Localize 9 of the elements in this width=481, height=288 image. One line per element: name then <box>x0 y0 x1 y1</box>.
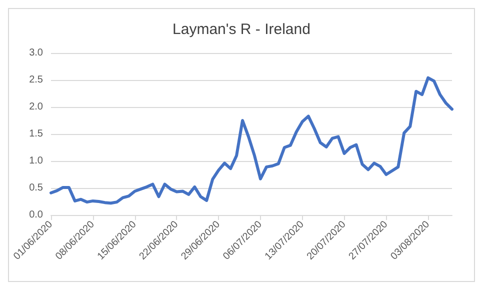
y-tick-label: 0.5 <box>29 182 44 194</box>
chart-title: Layman's R - Ireland <box>172 21 310 38</box>
y-tick-label: 2.5 <box>29 74 44 86</box>
y-tick-label: 1.0 <box>29 156 44 166</box>
y-tick-label: 3.0 <box>29 48 44 58</box>
y-tick-label: 2.0 <box>29 102 44 112</box>
line-series <box>50 76 454 205</box>
y-tick-label: 1.5 <box>29 128 44 140</box>
y-tick-label: 0.0 <box>29 210 44 220</box>
